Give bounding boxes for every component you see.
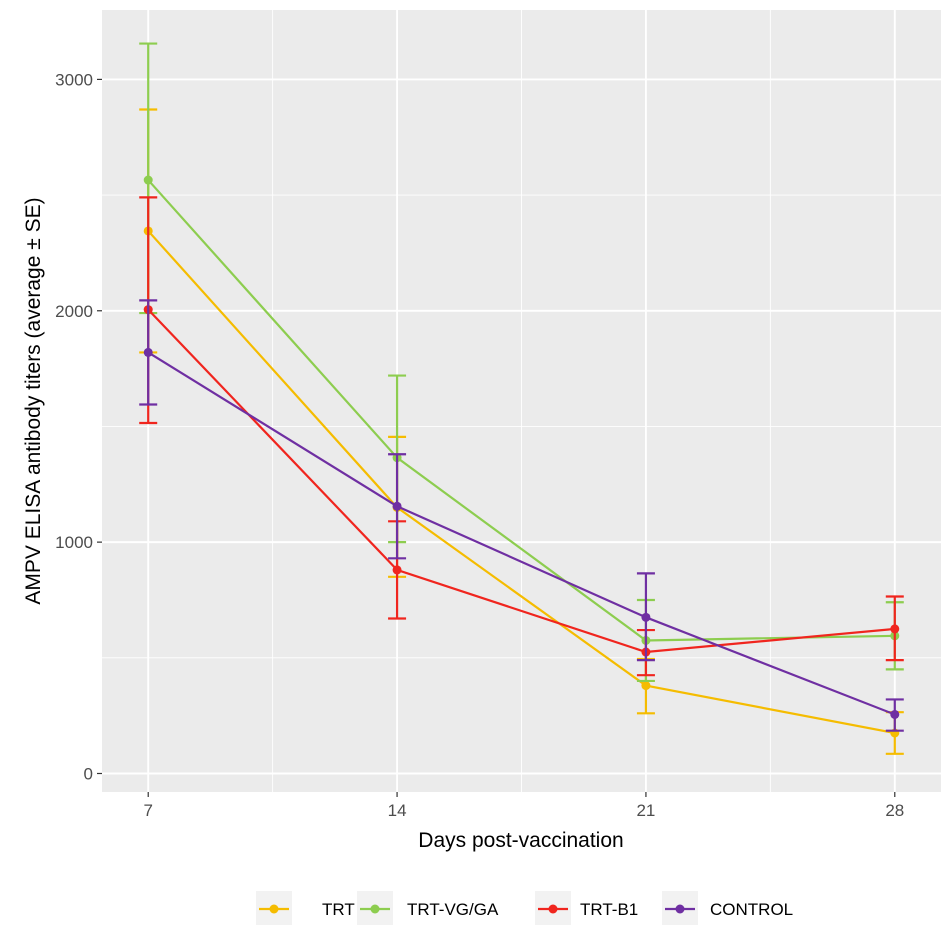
legend-label: TRT-B1 (580, 900, 638, 919)
legend-label: CONTROL (710, 900, 793, 919)
series-line-trt-b1 (147, 308, 895, 654)
y-tick-label: 1000 (55, 533, 93, 552)
x-tick-label: 7 (143, 801, 152, 820)
legend-key-point (675, 904, 685, 914)
x-tick-label: 28 (885, 801, 904, 820)
data-point-control (641, 612, 651, 622)
data-point-control (392, 501, 402, 511)
legend-key-point (370, 904, 380, 914)
series-line-trt (147, 230, 895, 735)
x-axis-title: Days post-vaccination (418, 829, 623, 852)
data-point-trt-b1 (890, 624, 900, 634)
data-point-control (143, 347, 153, 357)
data-point-control (890, 709, 900, 719)
series-line-trt-vg-ga (147, 179, 895, 642)
legend-label: TRT-VG/GA (407, 900, 499, 919)
legend-key-point (269, 904, 279, 914)
y-tick-label: 2000 (55, 302, 93, 321)
legend-item-trt: TRT (256, 891, 355, 925)
series-layer (139, 42, 904, 755)
y-tick-label: 0 (84, 764, 93, 783)
y-axis-title: AMPV ELISA antibody titers (average ± SE… (22, 197, 45, 604)
data-point-trt-b1 (392, 565, 402, 575)
legend-item-trt-vg-ga: TRT-VG/GA (357, 891, 499, 925)
data-point-trt (641, 681, 651, 691)
x-tick-label: 21 (636, 801, 655, 820)
legend-label: TRT (322, 900, 355, 919)
legend-item-trt-b1: TRT-B1 (535, 891, 638, 925)
x-tick-label: 14 (388, 801, 407, 820)
legend: TRT TRT-VG/GA TRT-B1 CONTROL (256, 891, 793, 925)
y-tick-label: 3000 (55, 70, 93, 89)
legend-item-control: CONTROL (662, 891, 793, 925)
data-point-trt-vg-ga (143, 175, 153, 185)
axis-ticks: 0 1000 2000 3000 7 14 21 28 (55, 70, 904, 820)
series-control (139, 299, 904, 732)
series-line-control (147, 351, 896, 716)
legend-key-point (548, 904, 558, 914)
